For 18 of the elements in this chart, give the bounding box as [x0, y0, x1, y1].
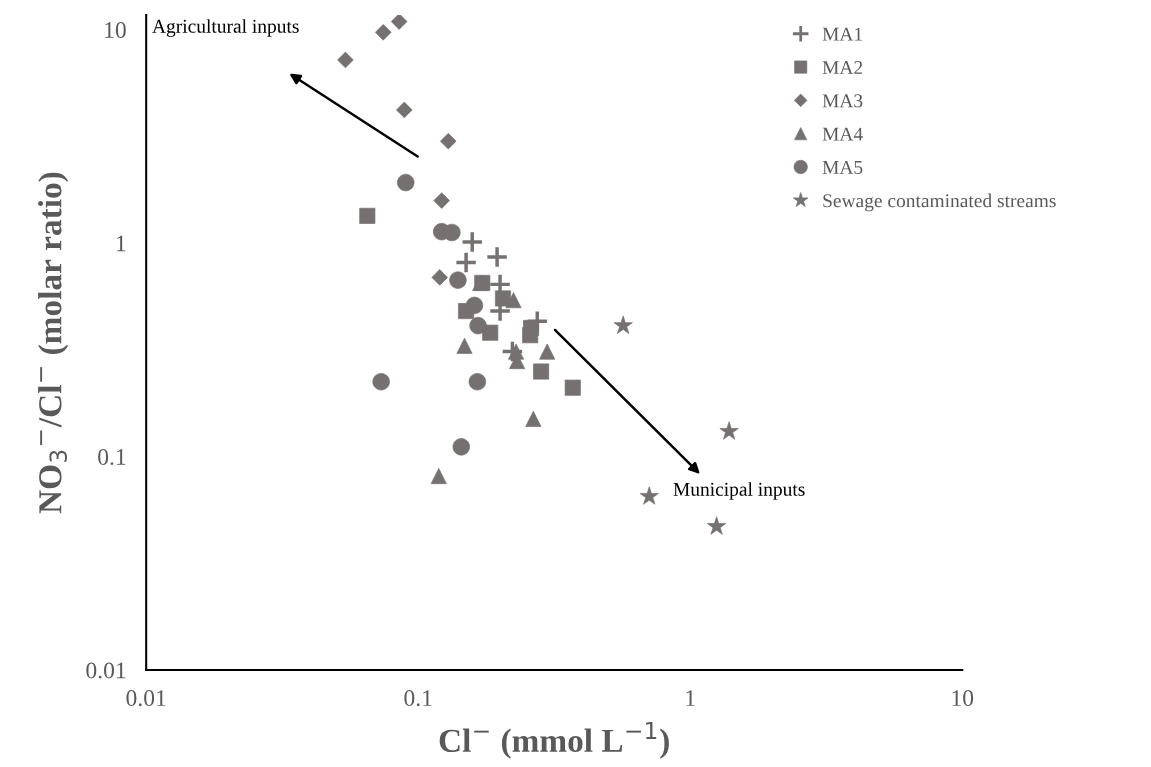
y-tick-label: 0.01	[86, 662, 126, 679]
legend-label: MA5	[822, 160, 863, 174]
y-tick-label: 10	[105, 22, 126, 38]
legend-label: MA2	[822, 61, 863, 74]
x-axis-title: Cl$^{−}$ (mmol L$^{−1}$)	[439, 721, 669, 759]
x-tick-label: 10	[952, 690, 974, 707]
y-tick-label: 1	[117, 235, 126, 252]
legend-label: MA3	[822, 94, 863, 108]
x-tick-label: 0.1	[404, 690, 432, 707]
y-tick-label: 0.1	[98, 448, 126, 466]
legend-label: MA4	[822, 127, 863, 141]
legend-label: MA1	[822, 27, 862, 41]
y-axis-title: NO$_{3}$$^{−}$/Cl$^{−}$ (molar ratio)	[38, 172, 69, 514]
x-tick-label: 1	[686, 690, 695, 706]
annotation: Agricultural inputs	[152, 19, 299, 37]
legend-label: Sewage contaminated streams	[823, 193, 1056, 212]
annotation: Municipal inputs	[673, 482, 805, 500]
x-tick-label: 0.01	[126, 690, 166, 707]
